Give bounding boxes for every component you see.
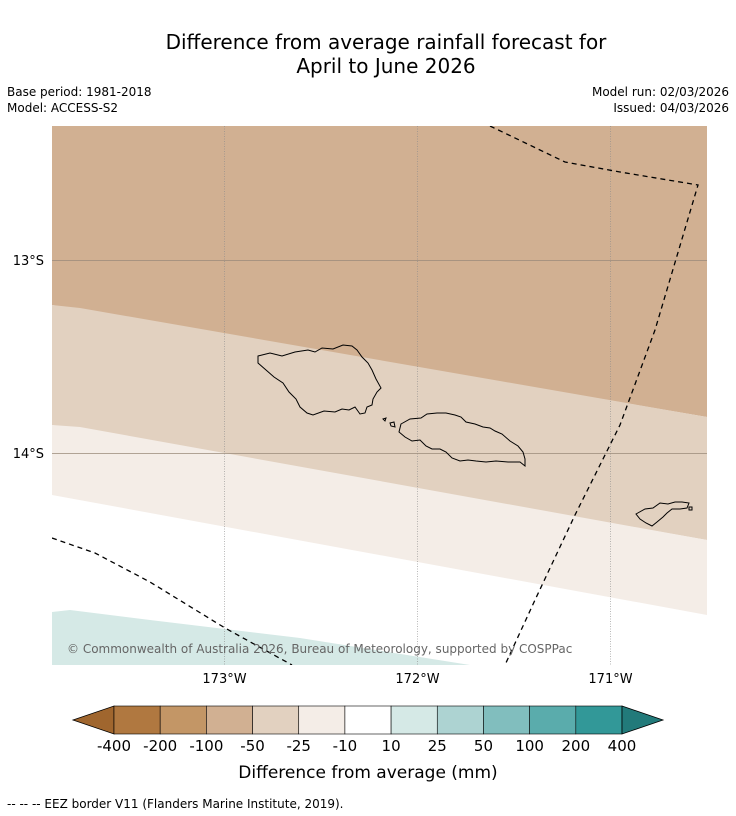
colorbar-tick-label: 100 <box>515 737 544 755</box>
island-savaii <box>257 344 382 416</box>
lon-label-172: 172°W <box>395 672 439 687</box>
colorbar-tick-label: 10 <box>382 737 401 755</box>
colorbar-tick-label: -50 <box>240 737 265 755</box>
lat-label-13: 13°S <box>13 254 44 269</box>
colorbar-cell <box>529 705 577 735</box>
band-minus-50 <box>52 126 707 417</box>
title-line-1: Difference from average rainfall forecas… <box>165 30 607 54</box>
colorbar-cell <box>206 705 253 735</box>
colorbar-cells <box>113 705 623 735</box>
colorbar-tick-label: 200 <box>561 737 590 755</box>
colorbar-tick-label: -400 <box>97 737 131 755</box>
colorbar-tick-label: -200 <box>143 737 177 755</box>
island-tutuila <box>635 501 690 527</box>
colorbar-cell <box>575 705 623 735</box>
colorbar-tick-labels: -400 -200 -100 -50 -25 -10 10 25 50 100 200 400 <box>97 737 636 755</box>
colorbar-extend-high <box>621 705 665 735</box>
colorbar-cell <box>344 705 392 735</box>
colorbar-extend-low <box>71 705 115 735</box>
colorbar-cell <box>390 705 438 735</box>
eez-border <box>52 126 699 665</box>
colorbar-cell <box>298 705 346 735</box>
colorbar: -400 -200 -100 -50 -25 -10 10 25 50 100 200 400 Dif… <box>71 705 665 783</box>
colorbar-cell <box>252 705 300 735</box>
band-minus-25 <box>52 305 707 540</box>
colorbar-tick-label: 50 <box>474 737 493 755</box>
lon-label-171: 171°W <box>588 672 632 687</box>
coastlines <box>257 344 693 527</box>
issued-date: Issued: 04/03/2026 <box>613 101 729 115</box>
island-upolu <box>398 412 526 468</box>
island-aunuu <box>688 506 693 511</box>
map-figure: © Commonwealth of Australia 2026, Bureau… <box>13 126 707 783</box>
eez-border-southwest <box>52 537 293 665</box>
model-run: Model run: 02/03/2026 <box>591 85 729 99</box>
base-period: Base period: 1981-2018 <box>7 85 152 99</box>
band-minus-10 <box>52 425 707 615</box>
colorbar-cell <box>159 705 207 735</box>
title-line-2: April to June 2026 <box>296 54 476 78</box>
footnote-eez: -- -- -- EEZ border V11 (Flanders Marine… <box>7 797 344 811</box>
band-plus-10 <box>52 610 470 665</box>
colorbar-cell <box>436 705 484 735</box>
colorbar-tick-label: 400 <box>608 737 637 755</box>
colorbar-cell <box>483 705 530 735</box>
copyright-text: © Commonwealth of Australia 2026, Bureau… <box>67 642 572 656</box>
lat-label-14: 14°S <box>13 447 44 462</box>
chart-title: Difference from average rainfall forecas… <box>0 30 736 78</box>
colorbar-tick-label: -25 <box>286 737 311 755</box>
island-apolima <box>382 417 387 422</box>
model-name: Model: ACCESS-S2 <box>7 101 119 115</box>
axis-labels: 13°S 14°S 173°W 172°W 171°W <box>13 254 633 687</box>
colorbar-tick-label: 25 <box>428 737 447 755</box>
colorbar-title: Difference from average (mm) <box>238 763 497 783</box>
island-manono <box>389 421 396 428</box>
meta-left: Base period: 1981-2018 Model: ACCESS-S2 <box>7 84 152 116</box>
lon-label-173: 173°W <box>202 672 246 687</box>
colorbar-cell <box>113 705 161 735</box>
graticule-latitudes <box>52 260 707 454</box>
colorbar-tick-label: -10 <box>333 737 358 755</box>
eez-border-east <box>489 126 699 665</box>
map-area: © Commonwealth of Australia 2026, Bureau… <box>52 126 707 665</box>
meta-right: Model run: 02/03/2026 Issued: 04/03/2026 <box>592 84 729 116</box>
colorbar-tick-label: -100 <box>189 737 223 755</box>
